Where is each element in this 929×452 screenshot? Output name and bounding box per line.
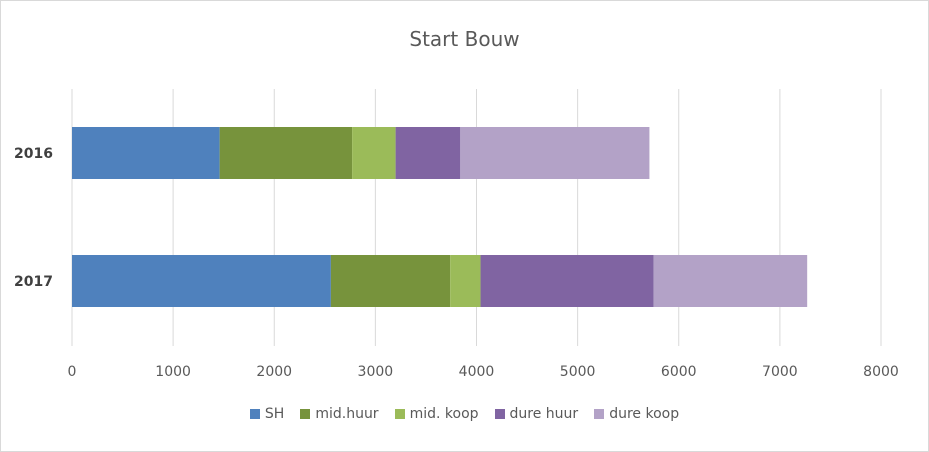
legend-swatch xyxy=(594,409,605,419)
x-tick-label: 3000 xyxy=(358,364,394,380)
category-label: 2016 xyxy=(14,146,53,162)
category-label: 2017 xyxy=(14,274,53,290)
x-tick-label: 0 xyxy=(68,364,77,380)
legend-label: mid.huur xyxy=(315,406,379,422)
legend-item: dure koop xyxy=(594,406,679,422)
legend-swatch xyxy=(249,409,260,419)
legend-label: dure koop xyxy=(609,406,680,422)
bar-2016-sh xyxy=(72,127,220,179)
legend-swatch xyxy=(494,409,505,419)
x-tick-label: 8000 xyxy=(863,364,899,380)
legend-label: dure huur xyxy=(509,406,579,422)
legend-item: mid.huur xyxy=(300,406,379,422)
legend-item: SH xyxy=(249,406,285,422)
bar-2017-mid-huur xyxy=(330,255,451,307)
bar-2017-sh xyxy=(72,255,331,307)
bar-2017-dure-huur xyxy=(480,255,654,307)
legend-label: SH xyxy=(264,406,285,422)
legend-swatch xyxy=(300,409,311,419)
x-tick-label: 7000 xyxy=(762,364,798,380)
x-tick-label: 4000 xyxy=(459,364,495,380)
chart-title: Start Bouw xyxy=(409,27,520,51)
bar-2016-mid-huur xyxy=(219,127,353,179)
legend-label: mid. koop xyxy=(409,406,479,422)
bar-2016-dure-huur xyxy=(395,127,461,179)
x-tick-label: 1000 xyxy=(155,364,191,380)
legend-swatch xyxy=(394,409,405,419)
legend-item: mid. koop xyxy=(394,406,479,422)
bar-2017-dure-koop xyxy=(653,255,808,307)
bar-2017-mid-koop xyxy=(450,255,481,307)
legend-item: dure huur xyxy=(494,406,579,422)
chart-legend: SH mid.huur mid. koop dure huur dure koop xyxy=(1,406,928,422)
x-tick-label: 2000 xyxy=(256,364,292,380)
bar-2016-mid-koop xyxy=(352,127,396,179)
bar-2016-dure-koop xyxy=(460,127,650,179)
x-tick-label: 5000 xyxy=(560,364,596,380)
x-tick-label: 6000 xyxy=(661,364,697,380)
